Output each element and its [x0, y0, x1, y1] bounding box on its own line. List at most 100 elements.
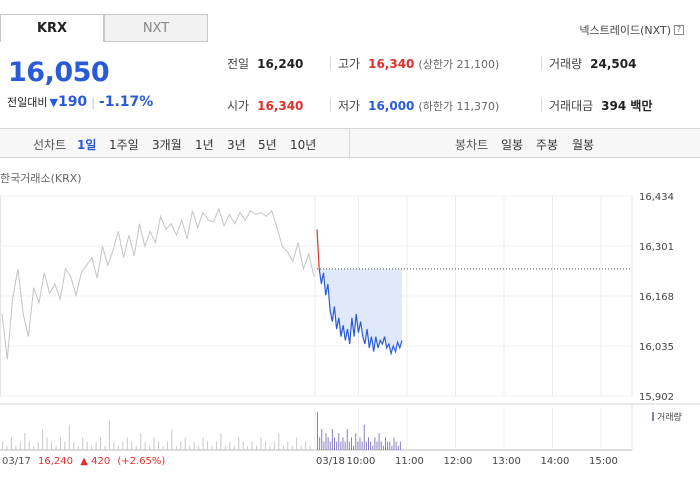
volume-bar [342, 437, 344, 450]
divider [541, 98, 542, 112]
period-daily[interactable]: 일봉 [501, 138, 524, 152]
volume-bar [331, 429, 333, 450]
divider [330, 98, 331, 112]
volume-bar [149, 445, 151, 450]
stat-value: 16,340 [368, 56, 415, 71]
volume-bar [122, 441, 124, 450]
stat-value: 16,000 [368, 98, 415, 113]
volume-bar [348, 441, 350, 450]
period-3y[interactable]: 3년 [227, 138, 246, 152]
volume-bar [117, 445, 119, 450]
volume-bar [73, 441, 75, 450]
volume-bar [135, 445, 137, 450]
volume-bar [113, 441, 115, 450]
stat-label: 저가 [338, 99, 361, 113]
help-icon[interactable]: ? [674, 25, 684, 35]
volume-bar [346, 429, 348, 450]
volume-bar [59, 437, 61, 450]
period-1y[interactable]: 1년 [195, 138, 214, 152]
volume-bar [291, 445, 293, 450]
volume-bar [323, 441, 325, 450]
volume-bar [309, 445, 311, 450]
y-axis-ticks: 16,434 16,301 16,168 16,035 15,902 [639, 192, 674, 403]
prev-day-summary: 03/17 16,240 ▲ 420 (+2.65%) [2, 456, 165, 467]
volume-bar [10, 437, 12, 450]
volume-bar [37, 441, 39, 450]
prev-day-close: 16,240 [38, 456, 73, 467]
period-3m[interactable]: 3개월 [152, 138, 182, 152]
stat-label: 시가 [227, 99, 250, 113]
volume-bar [86, 441, 88, 450]
change-divider: | [91, 95, 95, 109]
volume-bar [305, 441, 307, 450]
tab-krx[interactable]: KRX [0, 14, 104, 42]
volume-bar [380, 441, 382, 450]
volume-bar [329, 441, 331, 450]
volume-bar [376, 441, 378, 450]
divider [541, 56, 542, 70]
nxt-info-link[interactable]: 넥스트레이드(NXT) ? [579, 22, 684, 38]
prev-day-price-line [1, 207, 315, 360]
volume-bar [42, 429, 44, 450]
stat-label: 고가 [338, 57, 361, 71]
x-tick-label: 15:00 [589, 456, 618, 467]
volume-bar [317, 412, 318, 450]
period-monthly[interactable]: 월봉 [572, 138, 595, 152]
prev-day-pct: (+2.65%) [117, 456, 165, 467]
volume-bar [269, 445, 271, 450]
volume-bar [95, 441, 97, 450]
current-price: 16,050 [8, 57, 110, 88]
volume-bar [391, 445, 393, 450]
stat-sub: (상한가 21,100) [418, 57, 500, 71]
period-weekly[interactable]: 주봉 [536, 138, 559, 152]
volume-bar [100, 437, 102, 450]
volume-bar [131, 441, 133, 450]
y-tick-label: 16,168 [639, 292, 674, 303]
stat-value: 394 백만 [601, 99, 653, 113]
volume-bar [370, 441, 372, 450]
volume-bar [247, 445, 249, 450]
x-tick-label: 11:00 [395, 456, 424, 467]
volume-bar [389, 441, 391, 450]
volume-bar [340, 441, 342, 450]
volume-bar [372, 445, 374, 450]
change-label: 전일대비 [7, 96, 48, 109]
volume-bar [175, 445, 177, 450]
tab-nxt[interactable]: NXT [104, 14, 208, 42]
volume-bar [77, 445, 79, 450]
volume-bar [368, 437, 369, 450]
volume-bar [287, 441, 289, 450]
period-1w[interactable]: 1주일 [109, 138, 139, 152]
stat-high: 고가 16,340 (상한가 21,100) [338, 55, 499, 72]
volume-bar [211, 445, 213, 450]
volume-bar [374, 437, 376, 450]
change-amount: 190 [57, 94, 88, 110]
x-tick-label: 14:00 [541, 456, 570, 467]
volume-bar [278, 433, 280, 450]
volume-bar [256, 445, 258, 450]
volume-bar [193, 441, 195, 450]
period-1d[interactable]: 1일 [77, 138, 97, 152]
volume-bar [251, 441, 253, 450]
volume-bar [162, 445, 164, 450]
volume-bar [51, 441, 53, 450]
period-10y[interactable]: 10년 [290, 138, 317, 152]
volume-bar [104, 445, 106, 450]
line-chart-title: 선차트 [33, 138, 67, 152]
period-bar: 선차트 1일 1주일 3개월 1년 3년 5년 10년 봉차트 일봉 주봉 월봉 [0, 128, 700, 158]
volume-bar [220, 433, 222, 450]
y-tick-label: 15,902 [639, 392, 674, 403]
volume-bar [224, 445, 226, 450]
volume-bar [397, 445, 399, 450]
volume-bar [325, 433, 327, 450]
volume-bar [46, 437, 48, 450]
volume-bar [393, 437, 395, 450]
x-tick-label: 12:00 [444, 456, 473, 467]
stat-sub: (하한가 11,370) [418, 99, 500, 113]
stat-prev-close: 전일 16,240 [227, 55, 303, 72]
today-price-line [318, 268, 403, 356]
volume-legend: 거래량 [652, 411, 682, 423]
volume-bar [327, 437, 329, 450]
period-5y[interactable]: 5년 [258, 138, 277, 152]
volume-bar [260, 437, 262, 450]
